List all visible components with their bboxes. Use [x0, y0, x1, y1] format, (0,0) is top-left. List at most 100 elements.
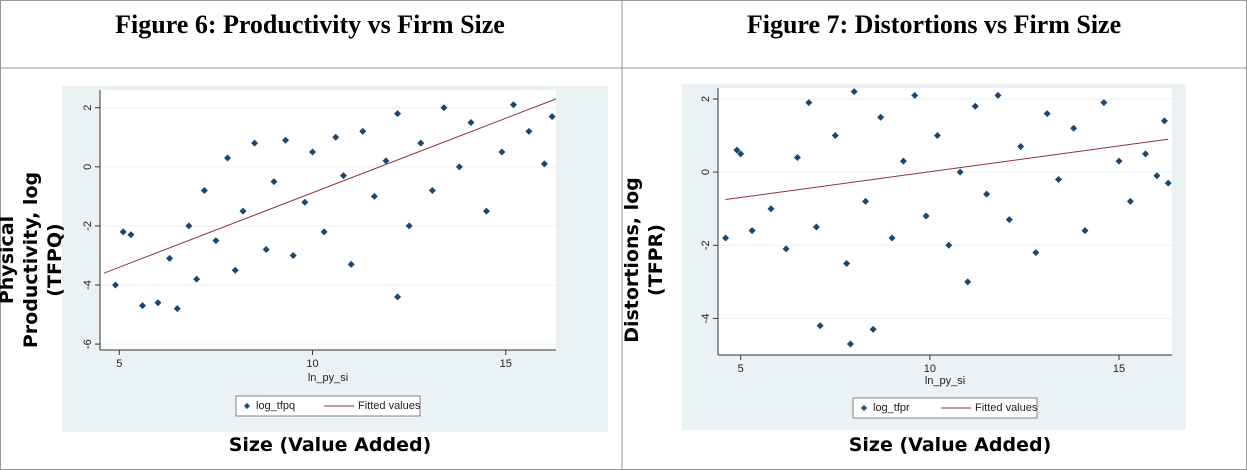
scatter-point [394, 293, 402, 301]
scatter-point [339, 172, 347, 180]
legend-swatch [244, 403, 250, 409]
x-tick-label: 10 [924, 363, 936, 375]
scatter-point [994, 91, 1002, 99]
scatter-point [200, 186, 208, 194]
x-axis-label: Size (Value Added) [848, 434, 1052, 456]
scatter-point [482, 207, 490, 215]
y-tick-label: -2 [700, 240, 712, 250]
scatter-point [239, 207, 247, 215]
scatter-point [231, 266, 239, 274]
scatter-point [498, 148, 506, 156]
scatter-point [877, 113, 885, 121]
scatter-point [127, 231, 135, 239]
scatter-point [224, 154, 232, 162]
scatter-point [737, 150, 745, 158]
scatter-point [1126, 197, 1134, 205]
scatter-point [382, 157, 390, 165]
scatter-point [922, 212, 930, 220]
scatter-point [193, 275, 201, 283]
scatter-point [843, 260, 851, 268]
legend-swatch [861, 405, 867, 411]
y-axis-label: Distortions, log (TFPR) [621, 177, 667, 343]
y-tick-label: 2 [700, 96, 712, 102]
figure-title: Figure 6: Productivity vs Firm Size [115, 10, 505, 39]
scatter-point [767, 205, 775, 213]
legend-label: Fitted values [975, 402, 1038, 414]
fitted-line [725, 138, 1169, 201]
scatter-point [173, 305, 181, 313]
scatter-point [983, 190, 991, 198]
inner-x-label: ln_py_si [925, 375, 965, 387]
plot-area [718, 88, 1172, 355]
y-tick-label: 2 [82, 105, 94, 111]
scatter-point [1100, 99, 1108, 107]
scatter-point [862, 197, 870, 205]
scatter-point [869, 325, 877, 333]
scatter-point [111, 281, 119, 289]
scatter-point [440, 104, 448, 112]
scatter-point [212, 237, 220, 245]
legend-label: log_tfpr [873, 402, 910, 414]
scatter-point [370, 192, 378, 200]
scatter-point [831, 132, 839, 140]
y-tick-label: -2 [82, 221, 94, 231]
scatter-point [332, 133, 340, 141]
scatter-point [467, 119, 475, 126]
y-tick-label: -4 [82, 280, 94, 290]
scatter-point [119, 228, 127, 236]
scatter-point [139, 302, 147, 310]
scatter-point [309, 148, 317, 156]
scatter-point [1153, 172, 1161, 180]
scatter-point [525, 127, 533, 135]
x-tick-label: 10 [306, 358, 318, 370]
scatter-point [540, 160, 548, 168]
scatter-point [816, 322, 824, 330]
scatter-point [1142, 150, 1150, 158]
x-tick-label: 15 [1113, 363, 1125, 375]
scatter-point [933, 132, 941, 140]
scatter-point [281, 136, 289, 144]
scatter-point [733, 146, 741, 154]
y-tick-label: -4 [700, 314, 712, 324]
scatter-point [1005, 216, 1013, 224]
scatter-point [509, 101, 517, 109]
legend-label: log_tfpq [256, 400, 295, 412]
scatter-point [270, 178, 278, 186]
y-axis-label: Physical Productivity, log (TFPQ) [0, 171, 66, 349]
scatter-point [1164, 179, 1172, 187]
scatter-point [945, 241, 953, 249]
y-tick-label: -6 [82, 339, 94, 349]
y-tick-label: 0 [700, 169, 712, 175]
scatter-point [1070, 124, 1078, 132]
x-tick-label: 5 [738, 363, 744, 375]
scatter-point [185, 222, 193, 230]
scatter-point [428, 186, 436, 194]
scatter-point [289, 251, 297, 259]
scatter-point [964, 278, 972, 286]
x-tick-label: 15 [500, 358, 512, 370]
scatter-point [793, 153, 801, 161]
scatter-point [405, 222, 413, 230]
scatter-point [888, 234, 896, 242]
scatter-point [956, 168, 964, 176]
scatter-point [359, 127, 367, 135]
scatter-point [971, 102, 979, 110]
scatter-point [548, 113, 556, 121]
scatter-point [417, 139, 425, 147]
scatter-point [722, 234, 730, 242]
scatter-point [1160, 117, 1168, 125]
scatter-point [850, 88, 858, 96]
scatter-point [394, 110, 402, 118]
scatter-point [262, 246, 270, 254]
figure-title: Figure 7: Distortions vs Firm Size [746, 10, 1122, 39]
legend-label: Fitted values [358, 400, 421, 412]
scatter-point [251, 139, 259, 147]
scatter-point [166, 254, 174, 262]
scatter-point [1115, 157, 1123, 165]
scatter-point [1081, 227, 1089, 235]
scatter-point [805, 99, 813, 107]
scatter-point [455, 163, 463, 171]
scatter-point [846, 340, 854, 348]
x-tick-label: 5 [116, 358, 122, 370]
scatter-point [1017, 143, 1025, 151]
